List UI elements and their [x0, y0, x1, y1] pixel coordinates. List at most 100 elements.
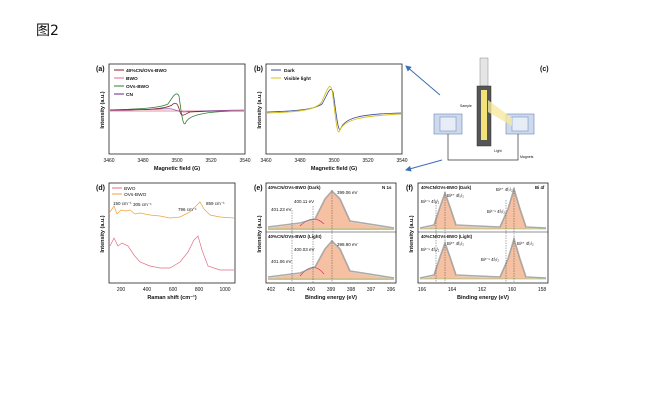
- panel-a-curve-cn: [109, 108, 245, 113]
- panel-f: (f) Intensity (a.u.) Binding energy (eV)…: [406, 182, 549, 301]
- panel-b-xtick: 3480: [294, 158, 305, 164]
- panel-a: (a) Intensity (a.u.) Magnetic field (G) …: [96, 63, 251, 172]
- panel-d-xlabel: Raman shift (cm⁻¹): [147, 294, 197, 301]
- panel-e-xlabel: Binding energy (eV): [305, 295, 357, 301]
- panel-f-dark-title: 40%CN/OVs-BWO (Dark): [421, 185, 472, 190]
- panel-d-frame: [108, 182, 236, 284]
- panel-f-light-peak: Bi³⁻ˣ 4f₇/₂: [481, 257, 499, 262]
- panel-d-xtick: 400: [143, 287, 152, 293]
- panel-e-light-peak: 398.90 eV: [337, 242, 358, 247]
- panel-a-xtick: 3500: [171, 158, 182, 164]
- panel-b-curve-light: [266, 86, 402, 133]
- panel-f-light-title: 40%CN/OVs-BWO (Light): [421, 234, 473, 239]
- panel-d-legend-item: BWO: [124, 186, 136, 192]
- panel-a-xtick: 3480: [137, 158, 148, 164]
- panel-f-light-peak: Bi³⁻ˣ 4f₅/₂: [421, 247, 440, 252]
- panel-e-letter: (e): [254, 185, 263, 192]
- arrow-to-e-icon: [405, 159, 443, 172]
- panel-f-frame: [417, 182, 549, 284]
- panel-e-xtick: 401: [287, 287, 296, 293]
- panel-e: (e) Intensity (a.u.) Binding energy (eV)…: [254, 182, 397, 301]
- panel-f-element: Bi 4f: [535, 185, 545, 190]
- panel-e-xtick: 397: [367, 287, 376, 293]
- panel-b-xtick: 3500: [328, 158, 339, 164]
- panel-e-frame: [265, 182, 397, 284]
- magnet-right-icon: [505, 113, 535, 135]
- sample-tube-icon: [476, 57, 492, 147]
- panel-e-dark-peak: 399.06 eV: [337, 190, 358, 195]
- panel-b-xtick: 3520: [362, 158, 373, 164]
- panel-d-peak-label: 859 cm⁻¹: [206, 201, 225, 206]
- panel-f-xlabel: Binding energy (eV): [457, 295, 509, 301]
- panel-e-envelope-dark: [267, 189, 395, 229]
- panel-e-xtick: 396: [387, 287, 396, 293]
- panel-f-dark-peak: Bi³⁻ˣ 4f₅/₂: [421, 199, 440, 204]
- panel-c-letter: (c): [540, 66, 549, 73]
- panel-a-legend-item: BWO: [126, 76, 138, 82]
- panel-a-curve-ovs-bwo: [109, 93, 245, 125]
- panel-e-xtick: 399: [327, 287, 336, 293]
- panel-a-legend-item: CN: [126, 92, 133, 98]
- panel-e-xtick: 398: [347, 287, 356, 293]
- panel-a-xtick: 3460: [103, 158, 114, 164]
- panel-d-xtick: 1000: [219, 287, 230, 293]
- panel-f-dark-peak: Bi³⁺ 4f₇/₂: [496, 187, 513, 192]
- panel-d: (d) Intensity (a.u.) Raman shift (cm⁻¹) …: [96, 182, 236, 301]
- panel-d-xtick: 200: [117, 287, 126, 293]
- panel-b-frame: [265, 63, 403, 155]
- panel-f-dark-peak: Bi³⁺ 4f₅/₂: [447, 193, 464, 198]
- panel-f-xtick: 166: [418, 287, 427, 293]
- panel-f-fit-dark: [420, 190, 546, 229]
- panel-f-ylabel: Intensity (a.u.): [409, 215, 415, 252]
- panel-a-xtick: 3520: [205, 158, 216, 164]
- panel-e-element: N 1s: [382, 185, 392, 190]
- panel-f-envelope-light: [419, 236, 547, 279]
- panel-b-letter: (b): [254, 66, 263, 73]
- label-sample: Sample: [460, 104, 472, 108]
- panel-e-xtick: 402: [267, 287, 276, 293]
- panel-d-curve-bwo: [109, 235, 234, 271]
- panel-f-envelope-dark: [419, 186, 547, 229]
- panel-d-peak-label: 150 cm⁻¹: [113, 201, 132, 206]
- panel-e-ylabel: Intensity (a.u.): [257, 215, 263, 252]
- panel-e-light-peak: 400.03 eV: [294, 247, 315, 252]
- panel-a-legend-item: OVs-BWO: [126, 84, 149, 90]
- panel-a-ylabel: Intensity (a.u.): [100, 91, 106, 128]
- panel-b: (b) Intensity (a.u.) Magnetic field (G) …: [254, 63, 408, 172]
- panel-f-light-peak: Bi³⁺ 4f₇/₂: [517, 241, 534, 246]
- panel-e-fit-dark: [268, 192, 394, 230]
- panel-f-xtick: 160: [508, 287, 517, 293]
- panel-b-legend-item: Dark: [284, 68, 295, 74]
- panel-f-light-peak: Bi³⁺ 4f₅/₂: [447, 241, 464, 246]
- panel-f-letter: (f): [406, 185, 413, 192]
- panel-b-xtick: 3460: [260, 158, 271, 164]
- panel-e-envelope-light: [267, 239, 395, 279]
- panel-e-light-peak: 401.06 eV: [271, 259, 292, 264]
- panel-d-peak-label: 305 cm⁻¹: [133, 202, 152, 207]
- magnet-wire: [447, 134, 519, 161]
- panel-e-light-title: 40%CN/OVs-BWO (Light): [268, 234, 322, 239]
- panel-f-xtick: 162: [478, 287, 487, 293]
- panel-d-peak-label: 796 cm⁻¹: [178, 207, 197, 212]
- panel-c: (c) Sample Light Magnets: [405, 57, 549, 172]
- panel-b-xlabel: Magnetic field (G): [311, 166, 357, 172]
- panel-d-xtick: 800: [195, 287, 204, 293]
- panel-a-letter: (a): [96, 66, 105, 73]
- panel-a-frame: [108, 63, 246, 155]
- panel-a-xlabel: Magnetic field (G): [154, 166, 200, 172]
- magnet-left-icon: [433, 113, 463, 135]
- panel-a-legend-item: 40%CN/OVs-BWO: [126, 68, 167, 74]
- panel-f-xtick: 164: [448, 287, 457, 293]
- panel-b-legend-item: Visible light: [284, 76, 311, 82]
- panel-d-letter: (d): [96, 185, 105, 192]
- panel-b-ylabel: Intensity (a.u.): [257, 91, 263, 128]
- light-beam-icon: [488, 100, 512, 126]
- panel-f-fit-light: [420, 240, 546, 279]
- panel-d-legend-item: OVs-BWO: [124, 192, 147, 198]
- panel-e-fit-light: [268, 242, 394, 280]
- label-magnets: Magnets: [520, 155, 534, 159]
- panel-e-dark-peak: 401.23 eV: [271, 207, 292, 212]
- label-light: Light: [494, 149, 502, 153]
- panel-d-ylabel: Intensity (a.u.): [100, 215, 106, 252]
